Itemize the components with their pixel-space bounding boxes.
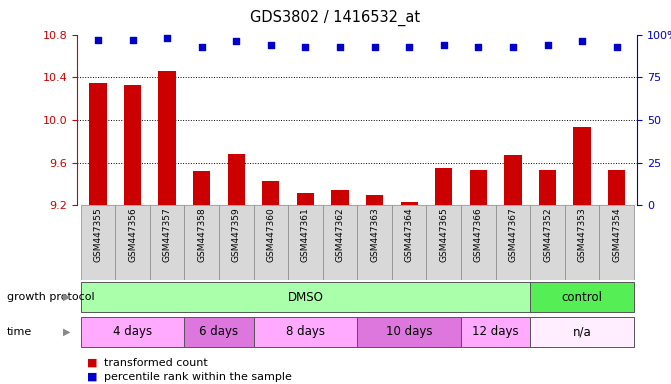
Bar (81, 317, 185, 347)
Text: DMSO: DMSO (287, 291, 323, 304)
Point (542, 42, 553, 48)
Point (404, 43, 415, 50)
Bar (323, 205, 357, 280)
Bar (185, 317, 254, 347)
Bar (461, 317, 530, 347)
Text: 6 days: 6 days (199, 325, 238, 338)
Bar (539, 170, 556, 205)
Point (231, 38, 242, 45)
Bar (254, 205, 288, 280)
Bar (565, 205, 599, 280)
Bar (124, 85, 141, 205)
Bar (81, 282, 530, 312)
Bar (530, 205, 565, 280)
Text: percentile rank within the sample: percentile rank within the sample (104, 372, 292, 382)
Bar (331, 190, 349, 205)
Text: GSM447354: GSM447354 (612, 208, 621, 262)
Text: GSM447367: GSM447367 (509, 208, 517, 262)
Bar (262, 181, 280, 205)
Text: GSM447357: GSM447357 (162, 208, 172, 262)
Text: ■: ■ (87, 372, 98, 382)
Bar (227, 154, 245, 205)
Text: GSM447352: GSM447352 (543, 208, 552, 262)
Bar (193, 171, 210, 205)
Text: GSM447363: GSM447363 (370, 208, 379, 262)
Text: 10 days: 10 days (386, 325, 432, 338)
Text: GSM447361: GSM447361 (301, 208, 310, 262)
Text: GSM447365: GSM447365 (440, 208, 448, 262)
Text: 4 days: 4 days (113, 325, 152, 338)
Point (507, 43, 518, 50)
Bar (530, 282, 634, 312)
Text: GSM447362: GSM447362 (336, 208, 344, 262)
Text: growth protocol: growth protocol (7, 292, 95, 302)
Point (197, 43, 207, 50)
Bar (530, 317, 634, 347)
Bar (150, 205, 185, 280)
Point (127, 36, 138, 43)
Bar (496, 205, 530, 280)
Bar (470, 170, 487, 205)
Bar (608, 170, 625, 205)
Bar (435, 168, 452, 205)
Bar (401, 202, 418, 205)
Text: GSM447355: GSM447355 (93, 208, 103, 262)
Text: GSM447364: GSM447364 (405, 208, 414, 262)
Bar (574, 127, 590, 205)
Point (577, 38, 588, 45)
Point (369, 43, 380, 50)
Bar (89, 83, 107, 205)
Text: time: time (7, 327, 32, 337)
Bar (357, 317, 461, 347)
Point (611, 43, 622, 50)
Point (438, 42, 449, 48)
Bar (599, 205, 634, 280)
Text: control: control (562, 291, 603, 304)
Bar (115, 205, 150, 280)
Bar (288, 205, 323, 280)
Point (335, 43, 346, 50)
Bar (357, 205, 392, 280)
Bar (185, 205, 219, 280)
Point (162, 35, 172, 41)
Point (266, 42, 276, 48)
Point (93, 36, 103, 43)
Text: transformed count: transformed count (104, 358, 208, 368)
Bar (366, 195, 383, 205)
Text: GDS3802 / 1416532_at: GDS3802 / 1416532_at (250, 10, 421, 26)
Bar (427, 205, 461, 280)
Bar (219, 205, 254, 280)
Bar (81, 205, 115, 280)
Bar (392, 205, 427, 280)
Text: ▶: ▶ (63, 292, 70, 302)
Text: GSM447353: GSM447353 (578, 208, 586, 262)
Text: 8 days: 8 days (286, 325, 325, 338)
Bar (505, 155, 521, 205)
Point (300, 43, 311, 50)
Text: GSM447359: GSM447359 (231, 208, 241, 262)
Text: GSM447356: GSM447356 (128, 208, 137, 262)
Text: n/a: n/a (573, 325, 592, 338)
Text: GSM447366: GSM447366 (474, 208, 483, 262)
Point (473, 43, 484, 50)
Text: ▶: ▶ (63, 327, 70, 337)
Bar (158, 71, 176, 205)
Text: ■: ■ (87, 358, 98, 368)
Text: GSM447360: GSM447360 (266, 208, 275, 262)
Bar (461, 205, 496, 280)
Text: 12 days: 12 days (472, 325, 519, 338)
Text: GSM447358: GSM447358 (197, 208, 206, 262)
Bar (254, 317, 357, 347)
Bar (297, 193, 314, 205)
